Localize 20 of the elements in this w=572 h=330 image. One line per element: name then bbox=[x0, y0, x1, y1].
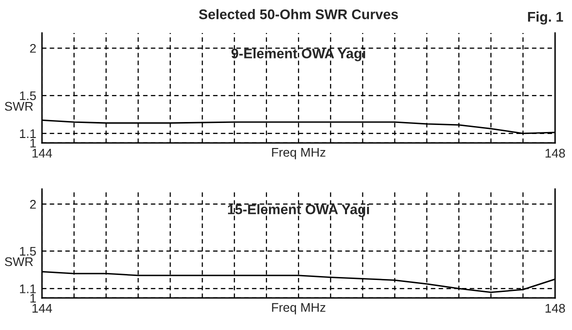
y-tick-label: 2 bbox=[30, 200, 36, 209]
x-axis-title: Freq MHz bbox=[272, 148, 326, 160]
text: 9-Element OWA Yagi bbox=[231, 48, 366, 62]
y-axis-title: SWR bbox=[4, 102, 33, 111]
text: 15-Element OWA Yagi bbox=[228, 204, 369, 218]
y-tick-label: 1.1 bbox=[20, 284, 36, 294]
x-tick-label: 148 bbox=[546, 304, 565, 313]
y-tick-label: 1 bbox=[30, 138, 36, 148]
y-tick-label: 1.5 bbox=[20, 91, 36, 100]
x-axis-title: Freq MHz bbox=[272, 303, 326, 314]
y-tick-label: 1 bbox=[30, 294, 36, 303]
x-tick-label: 144 bbox=[32, 304, 52, 313]
x-tick-label: 148 bbox=[546, 148, 565, 158]
y-tick-label: 1.5 bbox=[20, 246, 36, 256]
caption: Fig. 1 bbox=[528, 12, 564, 25]
y-tick-label: 2 bbox=[30, 44, 36, 53]
x-tick-label: 144 bbox=[32, 148, 52, 158]
y-axis-title: SWR bbox=[4, 257, 33, 266]
y-tick-label: 1.1 bbox=[20, 129, 36, 138]
chart-title: Selected 50-Ohm SWR Curves bbox=[198, 9, 398, 20]
